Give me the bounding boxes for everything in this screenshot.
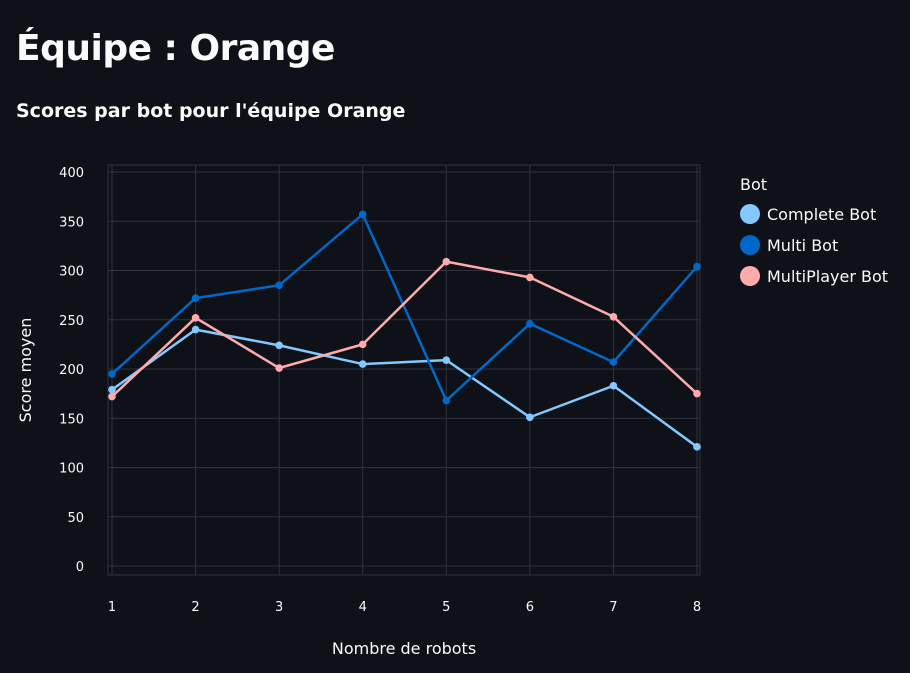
y-tick-label: 50 [67,511,84,526]
data-point[interactable] [275,281,283,290]
series-line [110,260,699,398]
data-point[interactable] [693,443,701,451]
y-tick-label: 0 [76,560,84,575]
legend-item[interactable]: Complete Bot [740,204,876,224]
y-tick-label: 100 [59,462,84,477]
x-tick-label: 3 [275,600,283,615]
legend-title: Bot [740,175,767,194]
legend-label: MultiPlayer Bot [767,267,888,286]
x-tick-label: 1 [108,600,116,615]
y-tick-label: 150 [59,412,84,427]
plot-frame [107,164,701,576]
x-axis-ticks: 1 2 3 4 5 6 7 8 [108,600,701,615]
data-point[interactable] [358,360,367,368]
series-multiplayer-bot [108,257,701,401]
legend-item[interactable]: MultiPlayer Bot [740,266,888,286]
data-point[interactable] [442,356,451,364]
data-point[interactable] [526,273,534,282]
series-line [110,328,699,449]
data-point[interactable] [526,319,534,328]
x-tick-label: 2 [191,600,199,615]
data-point[interactable] [108,392,116,401]
x-tick-label: 4 [359,600,367,615]
data-point[interactable] [609,312,618,321]
legend-swatch [740,235,760,255]
y-tick-label: 300 [59,265,84,280]
page-title: Équipe : Orange [16,28,335,69]
legend-swatch [740,266,760,286]
x-tick-label: 6 [526,600,534,615]
legend-swatch [740,204,760,224]
y-tick-label: 200 [59,363,84,378]
y-axis-ticks: 0 50 100 150 200 250 300 350 400 [59,166,84,575]
data-point[interactable] [442,396,451,405]
y-tick-label: 350 [59,215,84,230]
series-complete-bot [108,325,701,451]
legend-item[interactable]: Multi Bot [740,235,838,255]
data-point[interactable] [693,262,701,271]
data-point[interactable] [693,389,701,398]
chart-grid [107,164,701,576]
legend-label: Complete Bot [767,205,876,224]
x-tick-label: 8 [693,600,701,615]
data-point[interactable] [275,364,283,372]
data-point[interactable] [358,210,367,219]
data-point[interactable] [191,325,200,334]
data-point[interactable] [526,413,534,422]
chart-series [108,210,701,451]
data-point[interactable] [609,358,618,366]
data-point[interactable] [358,340,367,349]
data-point[interactable] [442,257,451,266]
chart-title: Scores par bot pour l'équipe Orange [16,100,406,122]
chart-legend: Bot Complete Bot Multi Bot MultiPlayer Bot [740,175,888,286]
data-point[interactable] [275,341,283,350]
y-axis-title: Score moyen [16,318,35,423]
x-axis-title: Nombre de robots [332,639,476,658]
data-point[interactable] [108,370,116,378]
data-point[interactable] [191,294,200,302]
data-point[interactable] [609,381,618,390]
series-multi-bot [108,210,701,405]
legend-label: Multi Bot [767,236,838,255]
y-tick-label: 250 [59,314,84,329]
series-line [110,213,699,402]
y-tick-label: 400 [59,166,84,181]
x-tick-label: 7 [609,600,617,615]
x-tick-label: 5 [442,600,450,615]
data-point[interactable] [191,313,200,322]
data-point[interactable] [108,385,116,394]
